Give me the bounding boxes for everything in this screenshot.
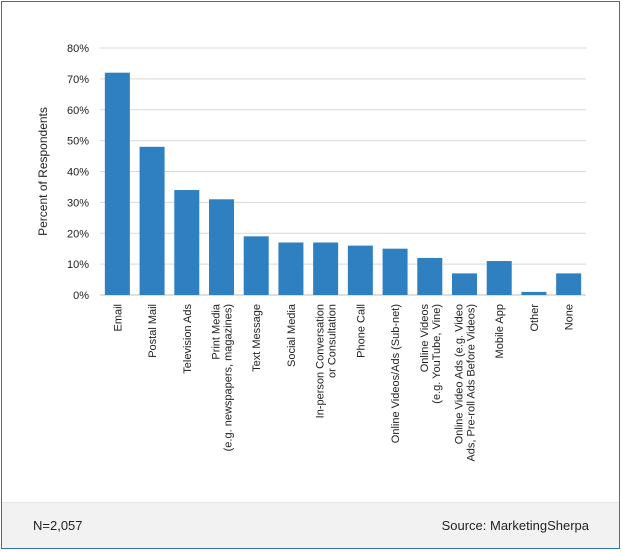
bar (278, 242, 304, 295)
bars (104, 72, 582, 295)
y-tick-label: 70% (67, 74, 89, 86)
y-tick-label: 0% (73, 290, 89, 302)
bar (243, 236, 269, 295)
x-category-label: Online Videos/Ads (Sub-net) (390, 304, 402, 443)
x-category-label: (e.g. YouTube, Vine) (431, 304, 443, 404)
bar (521, 291, 547, 295)
x-category-label: In-person Conversation (315, 304, 327, 418)
y-axis-title: Percent of Respondents (36, 107, 50, 236)
sample-size: N=2,057 (33, 518, 83, 533)
y-axis-ticks: 0% 10% 20% 30% 40% 50% 60% 70% 80% (67, 43, 89, 302)
bar (209, 199, 234, 295)
x-axis-labels: Email Postal Mail Television Ads Print Medi… (112, 303, 575, 461)
x-category-label: Online Video Ads (e.g. Video (454, 304, 466, 444)
y-tick-label: 30% (67, 197, 89, 209)
bar (313, 242, 339, 295)
y-tick-label: 80% (67, 43, 89, 55)
bar (347, 245, 373, 295)
x-category-label: Ads, Pre-roll Ads Before Videos) (466, 304, 478, 462)
bar (556, 273, 582, 295)
footer: N=2,057 Source: MarketingSherpa (2, 502, 619, 548)
bar (382, 248, 408, 295)
x-category-label: Print Media (211, 303, 223, 360)
x-category-label: Phone Call (355, 304, 367, 358)
y-tick-label: 10% (67, 259, 89, 271)
bar (486, 261, 512, 295)
x-category-label: Other (529, 304, 541, 332)
x-category-label: (e.g. newspapers, magazines) (223, 304, 235, 451)
y-tick-label: 20% (67, 228, 89, 240)
bar (452, 273, 477, 295)
x-category-label: or Consultation (327, 304, 339, 378)
bar-chart: 0% 10% 20% 30% 40% 50% 60% 70% 80% Email Postal M… (36, 43, 586, 462)
x-category-label: Television Ads (182, 304, 194, 374)
x-category-label: None (564, 304, 576, 330)
chart-area: 0% 10% 20% 30% 40% 50% 60% 70% 80% Email Postal M… (2, 2, 619, 502)
x-category-label: Online Videos (419, 304, 431, 373)
bar (104, 72, 130, 295)
y-tick-label: 40% (67, 167, 89, 179)
x-category-label: Social Media (286, 303, 298, 367)
bar (139, 146, 165, 295)
x-category-label: Mobile App (494, 304, 506, 358)
grid-lines (100, 47, 586, 296)
bar (174, 190, 200, 295)
x-category-label: Text Message (251, 304, 263, 372)
x-category-label: Postal Mail (147, 304, 159, 358)
y-tick-label: 60% (67, 105, 89, 117)
bar (417, 257, 443, 295)
y-tick-label: 50% (67, 136, 89, 148)
x-category-label: Email (112, 304, 124, 332)
source-note: Source: MarketingSherpa (441, 518, 589, 533)
